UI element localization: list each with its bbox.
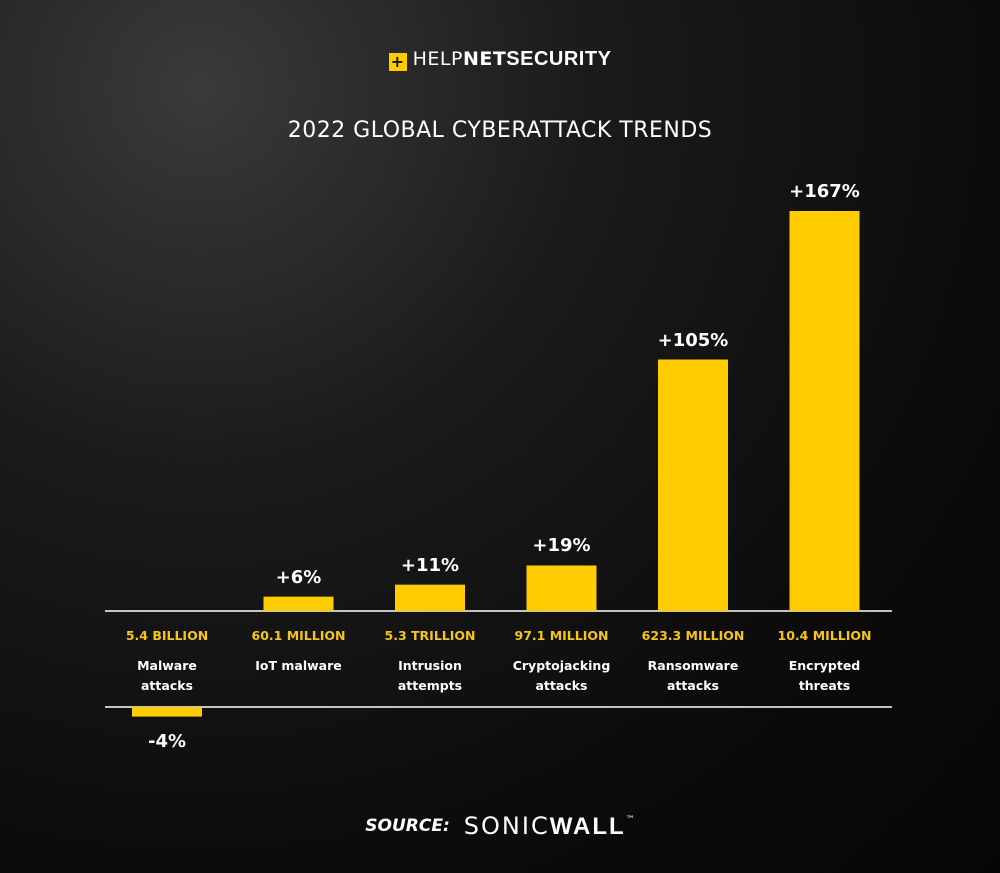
category-label: Ransomware attacks [647,658,739,693]
volume-label: 10.4 MILLION [777,628,872,643]
value-label: +19% [532,535,591,557]
category-label: Intrusion attempts [397,658,463,693]
chart-title: 2022 GLOBAL CYBERATTACK TRENDS [287,118,713,143]
source-label: SOURCE: [365,816,450,836]
source-brand: SONIC [463,812,550,840]
value-label: -4% [147,730,187,752]
category-label: IoT malware [255,658,342,673]
value-label: +167% [789,181,860,202]
logo: + HELPNETSECURITY [0,48,1000,71]
logo-icon: + [388,53,407,71]
logo-text: HELP [412,48,463,70]
category-label: Encrypted threats [788,658,861,693]
bar [132,707,202,717]
bar [395,584,465,611]
logo-text: NET [462,48,507,70]
trademark: ™ [625,815,635,825]
value-label: +105% [657,329,729,351]
volume-label: 97.1 MILLION [514,628,609,643]
logo-text: SECURITY [506,48,612,70]
bar [263,596,334,611]
volume-label: 5.3 TRILLION [384,628,476,643]
volume-label: 5.4 BILLION [125,628,209,643]
category-label: Malware attacks [137,658,197,693]
value-label: +11% [400,554,460,576]
bar [658,359,728,611]
category-label: Cryptojacking attacks [512,658,611,693]
volume-label: 623.3 MILLION [641,628,745,643]
bar [789,211,860,611]
source: SOURCE: SONICWALL™ [0,812,1000,841]
value-label: +6% [275,566,322,588]
volume-label: 60.1 MILLION [251,628,346,643]
source-brand: WALL [549,813,626,840]
bar [526,565,597,611]
